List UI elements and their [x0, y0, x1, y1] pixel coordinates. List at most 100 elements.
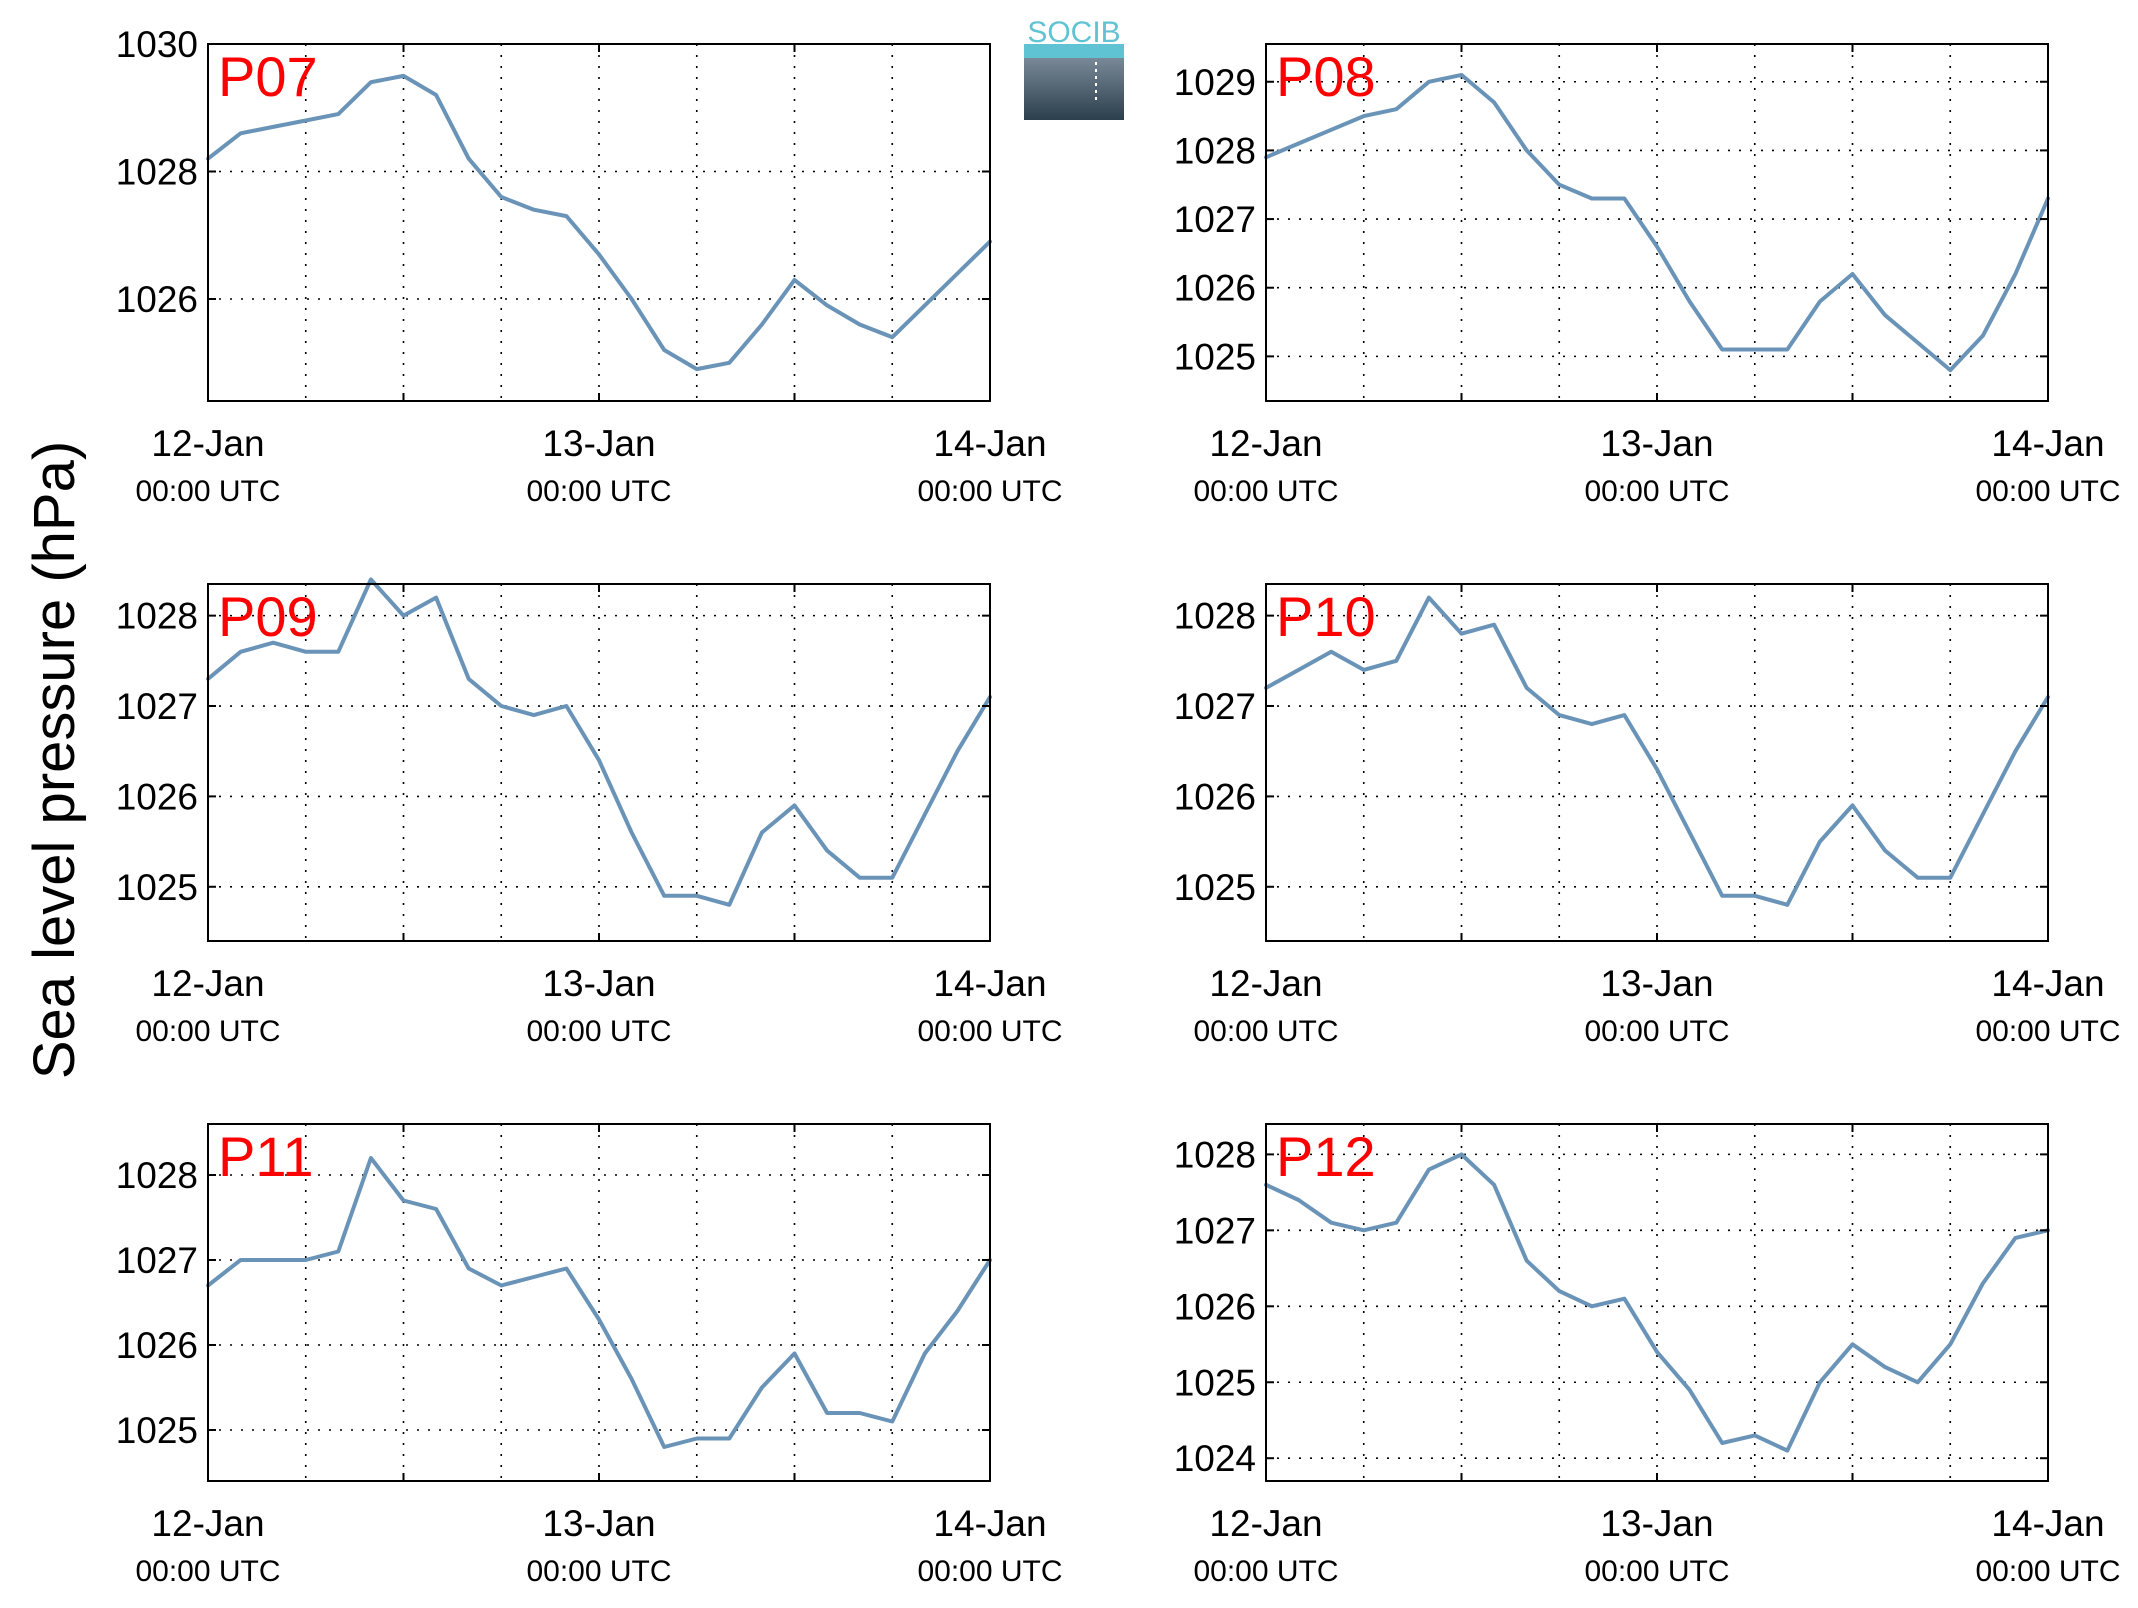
x-tick-label-date: 14-Jan: [1991, 1503, 2104, 1544]
data-point: [467, 677, 471, 681]
data-point: [695, 894, 699, 898]
y-axis-label: Sea level pressure (hPa): [22, 441, 87, 1079]
data-point: [402, 1199, 405, 1202]
data-point: [271, 641, 275, 645]
data-point: [1362, 114, 1366, 118]
y-tick-label: 1026: [116, 279, 198, 320]
data-point: [825, 303, 829, 307]
data-point: [1362, 1228, 1366, 1232]
data-point: [1916, 876, 1920, 880]
data-point: [1525, 686, 1529, 690]
x-tick-label-time: 00:00 UTC: [526, 1555, 671, 1588]
data-point: [662, 894, 666, 898]
data-point: [304, 1258, 308, 1262]
y-tick-label: 1030: [116, 24, 198, 65]
data-point: [499, 704, 503, 708]
data-point: [1329, 128, 1333, 132]
data-point: [1492, 1183, 1496, 1187]
data-point: [597, 758, 601, 762]
data-point: [1622, 1297, 1626, 1301]
data-point: [662, 348, 666, 352]
data-point: [1394, 107, 1398, 111]
data-point: [1427, 596, 1431, 600]
data-point: [1460, 1152, 1463, 1156]
data-point: [1460, 632, 1463, 636]
y-tick-label: 1026: [1174, 1286, 1256, 1327]
data-point: [695, 1437, 699, 1440]
x-tick-label-date: 14-Jan: [933, 423, 1046, 464]
x-tick-label-time: 00:00 UTC: [1975, 475, 2120, 508]
x-tick-label-date: 12-Jan: [1209, 963, 1322, 1004]
y-tick-label: 1027: [116, 1240, 198, 1281]
data-point: [1851, 803, 1854, 807]
x-tick-label-time: 00:00 UTC: [526, 1015, 671, 1048]
x-tick-label-time: 00:00 UTC: [1193, 1015, 1338, 1048]
chart-panel-p12: 1024 1025 1026 1027 1028 12-Jan 00:00 UTC 13-Ja…: [1174, 1123, 2121, 1588]
data-point: [239, 1258, 243, 1262]
data-point: [369, 80, 373, 84]
x-tick-label-date: 13-Jan: [542, 423, 655, 464]
data-point: [955, 272, 959, 275]
y-tick-label: 1025: [116, 1410, 198, 1451]
y-tick-label: 1027: [1174, 686, 1256, 727]
data-point: [1688, 831, 1692, 835]
data-point: [760, 831, 764, 835]
data-point: [890, 335, 894, 339]
x-tick-label-date: 13-Jan: [542, 963, 655, 1004]
data-point: [1785, 348, 1789, 352]
data-point: [1753, 348, 1757, 352]
station-label: P11: [218, 1125, 313, 1188]
data-point: [760, 1386, 764, 1389]
y-tick-label: 1026: [1174, 268, 1256, 309]
data-point: [564, 1267, 568, 1270]
data-point: [336, 650, 340, 654]
data-point: [1753, 1433, 1757, 1437]
y-tick-label: 1028: [1174, 596, 1256, 637]
data-point: [1427, 80, 1431, 84]
data-point: [1916, 1380, 1920, 1384]
data-point: [1492, 100, 1496, 104]
x-tick-label-time: 00:00 UTC: [1975, 1555, 2120, 1588]
y-tick-label: 1028: [116, 152, 198, 193]
data-point: [1818, 1380, 1822, 1384]
data-point: [402, 614, 405, 618]
data-point: [304, 650, 308, 654]
data-point: [1655, 245, 1659, 249]
panels: 1026 1028 1030 12-Jan 00:00 UTC 13-Jan 00:00 U…: [116, 24, 2121, 1588]
data-point: [564, 704, 568, 708]
data-point: [467, 1267, 471, 1270]
data-point: [1720, 348, 1724, 352]
data-point: [858, 876, 862, 880]
data-point: [434, 1207, 438, 1211]
data-point: [793, 1352, 796, 1355]
x-tick-label-time: 00:00 UTC: [1193, 475, 1338, 508]
socib-logo: SOCIB: [1024, 16, 1124, 120]
y-tick-label: 1025: [1174, 1362, 1256, 1403]
data-point: [532, 1275, 536, 1279]
y-tick-label: 1026: [116, 776, 198, 817]
data-point: [1329, 1221, 1333, 1225]
data-point: [336, 1250, 340, 1253]
x-tick-label-date: 13-Jan: [542, 1503, 655, 1544]
data-point: [825, 1411, 829, 1415]
data-point: [923, 303, 927, 307]
y-tick-label: 1028: [116, 1155, 198, 1196]
y-tick-label: 1027: [1174, 1210, 1256, 1251]
x-tick-label-date: 12-Jan: [151, 963, 264, 1004]
data-point: [858, 323, 862, 326]
data-point: [336, 112, 340, 116]
data-point: [1981, 334, 1985, 338]
x-tick-label-date: 14-Jan: [1991, 963, 2104, 1004]
x-tick-label-time: 00:00 UTC: [526, 475, 671, 508]
chart-panel-p11: 1025 1026 1027 1028 12-Jan 00:00 UTC 13-Jan 00:…: [116, 1123, 1063, 1588]
data-point: [1590, 722, 1594, 726]
data-point: [597, 1318, 601, 1321]
data-point: [1818, 840, 1822, 844]
data-point: [1851, 1342, 1854, 1346]
y-tick-label: 1029: [1174, 62, 1256, 103]
data-point: [1557, 1289, 1561, 1293]
station-label: P12: [1276, 1125, 1376, 1188]
data-point: [499, 1284, 503, 1287]
data-point: [825, 849, 829, 853]
